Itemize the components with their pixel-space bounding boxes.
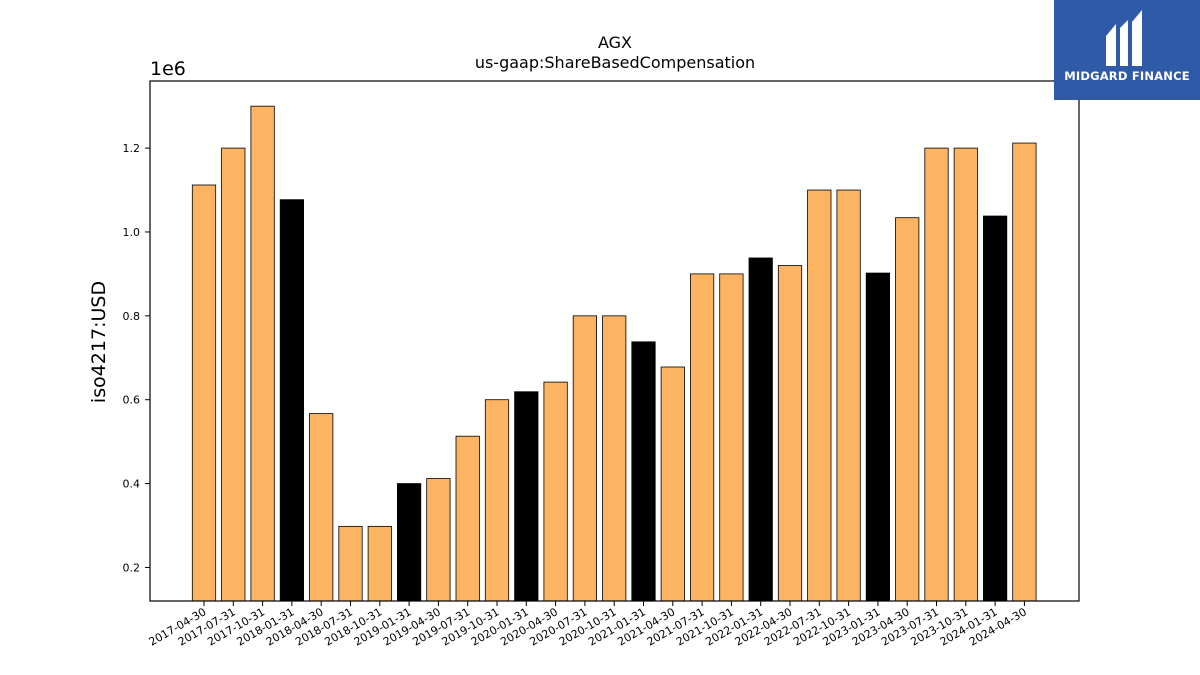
bar-2023-10-31 — [953, 147, 978, 602]
bar-2020-10-31 — [602, 315, 627, 602]
plot-frame — [149, 80, 1080, 602]
bar-2023-07-31 — [924, 147, 949, 602]
bar-2017-10-31 — [250, 105, 275, 602]
bar-2022-01-31 — [748, 257, 773, 602]
y-axis-label: iso4217:USD — [88, 281, 110, 403]
bar-2020-04-30 — [543, 381, 568, 602]
bars-group — [191, 105, 1037, 602]
bar-2023-01-31 — [865, 272, 891, 602]
bar-2022-10-31 — [836, 189, 861, 602]
bar-2022-04-30 — [777, 265, 803, 602]
bar-2019-10-31 — [484, 399, 510, 602]
chart-subtitle: us-gaap:ShareBasedCompensation — [475, 53, 755, 72]
bar-2017-07-31 — [221, 147, 246, 602]
bar-2020-01-31 — [514, 391, 539, 602]
y-axis-multiplier: 1e6 — [150, 58, 186, 80]
bar-2021-04-30 — [660, 366, 685, 602]
bar-2018-07-31 — [338, 525, 363, 602]
bar-2021-01-31 — [631, 341, 656, 602]
y-tick-label: 1.0 — [123, 226, 141, 239]
logo-mark-icon — [1106, 10, 1142, 66]
bar-2020-07-31 — [572, 315, 598, 602]
bar-2018-04-30 — [309, 413, 334, 602]
y-tick-label: 0.4 — [123, 478, 141, 491]
y-tick-label: 1.2 — [123, 142, 141, 155]
bar-2019-01-31 — [396, 483, 422, 602]
brand-logo: MIDGARD FINANCE — [1054, 0, 1200, 100]
y-tick-label: 0.2 — [123, 561, 141, 574]
x-axis-ticks: 2017-04-302017-07-312017-10-312018-01-31… — [147, 601, 1029, 649]
chart-title: AGX — [598, 33, 632, 52]
bar-2019-04-30 — [426, 478, 451, 602]
bar-2022-07-31 — [807, 189, 832, 602]
bar-2021-10-31 — [719, 273, 744, 602]
bar-2018-01-31 — [279, 199, 305, 602]
bar-2024-04-30 — [1012, 142, 1037, 602]
bar-2018-10-31 — [367, 525, 392, 602]
bar-2019-07-31 — [455, 435, 480, 602]
bar-2024-01-31 — [983, 215, 1008, 602]
brand-name: MIDGARD FINANCE — [1064, 69, 1190, 83]
y-tick-label: 0.6 — [123, 394, 141, 407]
y-tick-label: 0.8 — [123, 310, 141, 323]
bar-2017-04-30 — [191, 184, 217, 602]
y-axis-ticks: 0.2 0.4 0.6 0.8 1.0 1.2 — [123, 142, 150, 574]
bar-2023-04-30 — [895, 217, 920, 602]
bar-2021-07-31 — [690, 273, 715, 602]
